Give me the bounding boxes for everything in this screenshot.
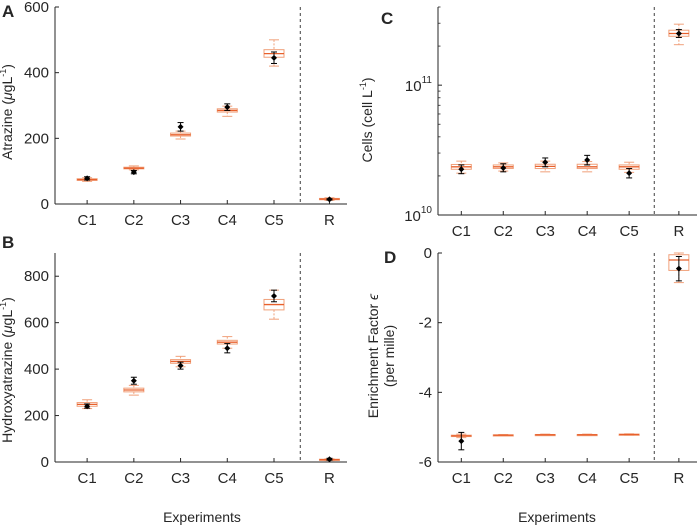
x-tick-label: C4 xyxy=(218,470,237,487)
y-tick-label: 400 xyxy=(24,361,49,378)
measured-point xyxy=(458,166,465,173)
y-tick-base: 10 xyxy=(404,208,421,225)
y-tick-label: 0 xyxy=(41,454,49,471)
y-tick-base: 10 xyxy=(405,78,422,95)
measured-point xyxy=(626,170,633,177)
y-tick-label: 600 xyxy=(24,315,49,332)
x-tick-label: C3 xyxy=(171,470,190,487)
x-tick-label: C1 xyxy=(78,212,97,229)
x-tick-label: R xyxy=(673,223,684,240)
measured-point xyxy=(500,165,507,172)
measured-point xyxy=(326,196,333,203)
y-tick-label: 200 xyxy=(24,130,49,147)
measured-point xyxy=(326,456,333,463)
x-tick-label: C3 xyxy=(536,470,555,487)
measured-point xyxy=(84,403,91,410)
measured-point xyxy=(542,159,549,166)
x-tick-label: R xyxy=(324,212,335,229)
panel-letter-d: D xyxy=(384,248,396,267)
plot-a: 0 200 400 600 C1 C2 C3 C4 C5 R xyxy=(24,0,347,229)
y-tick-exponent: 11 xyxy=(422,75,433,86)
x-tick-label: C5 xyxy=(620,223,639,240)
measured-point xyxy=(675,30,682,37)
panel-d: D -6 -4 -2 0 C1 C2 C3 C4 C5 R Enrichment Factor ϵ… xyxy=(365,245,697,525)
x-tick-label: C1 xyxy=(452,470,471,487)
measured-point xyxy=(271,292,277,299)
y-tick-label: 1011 xyxy=(405,75,433,95)
measured-point xyxy=(584,157,591,164)
y-tick-exponent: 10 xyxy=(421,205,433,216)
plot-b: 0 200 400 600 800 C1 C2 C3 C4 C5 R xyxy=(24,253,347,487)
panel-a: A 0 200 400 600 C1 C2 C3 C4 C5 R Atrazine (μgL-1) xyxy=(0,0,347,229)
xlabel-left: Experiments xyxy=(163,509,241,525)
x-tick-label: C2 xyxy=(124,470,143,487)
measured-point xyxy=(271,54,277,61)
x-tick-label: C3 xyxy=(171,212,190,229)
measured-point xyxy=(177,123,184,130)
ylabel-d-line2: (per mille) xyxy=(381,325,397,387)
x-tick-label: C2 xyxy=(494,223,513,240)
measured-point xyxy=(130,377,137,384)
plot-d: -6 -4 -2 0 C1 C2 C3 C4 C5 R xyxy=(419,245,697,487)
panel-letter-c: C xyxy=(381,9,393,28)
ylabel-d-line1: Enrichment Factor ϵ xyxy=(365,293,381,418)
measured-point xyxy=(224,104,231,111)
measured-point xyxy=(84,175,91,182)
x-tick-label: C4 xyxy=(578,470,597,487)
x-tick-label: C4 xyxy=(218,212,237,229)
x-tick-label: C5 xyxy=(264,470,283,487)
x-tick-label: C5 xyxy=(620,470,639,487)
y-tick-label: 0 xyxy=(41,196,49,213)
measured-point xyxy=(177,362,184,369)
x-tick-label: C2 xyxy=(124,212,143,229)
panel-letter-a: A xyxy=(2,2,14,21)
xlabel-right: Experiments xyxy=(518,509,596,525)
x-tick-label: C4 xyxy=(578,223,597,240)
x-tick-label: C2 xyxy=(494,470,513,487)
x-tick-label: C5 xyxy=(264,212,283,229)
panel-b: B 0 200 400 600 800 C1 C2 C3 C4 C5 R Hydroxyatrazi… xyxy=(0,233,347,525)
ylabel-b: Hydroxyatrazine (μgL-1) xyxy=(0,297,15,443)
measured-point xyxy=(224,345,231,352)
x-tick-label: C1 xyxy=(78,470,97,487)
y-tick-label: 600 xyxy=(24,0,49,16)
x-tick-label: C3 xyxy=(536,223,555,240)
y-tick-label: 200 xyxy=(24,408,49,425)
x-tick-label: R xyxy=(324,470,335,487)
y-tick-label: -4 xyxy=(419,384,432,401)
panel-letter-b: B xyxy=(2,233,14,252)
measured-point xyxy=(675,265,682,272)
x-tick-label: C1 xyxy=(452,223,471,240)
ylabel-a: Atrazine (μgL-1) xyxy=(0,64,15,160)
y-tick-label: -2 xyxy=(419,315,432,332)
y-tick-label: 400 xyxy=(24,65,49,82)
y-tick-label: -6 xyxy=(419,454,432,471)
y-tick-label: 800 xyxy=(24,268,49,285)
y-tick-label: 0 xyxy=(424,245,432,262)
ylabel-c: Cells (cell L-1) xyxy=(358,77,375,162)
y-tick-label: 1010 xyxy=(404,205,432,225)
measured-point xyxy=(458,438,465,445)
x-tick-label: R xyxy=(673,470,684,487)
measured-point xyxy=(130,169,137,176)
